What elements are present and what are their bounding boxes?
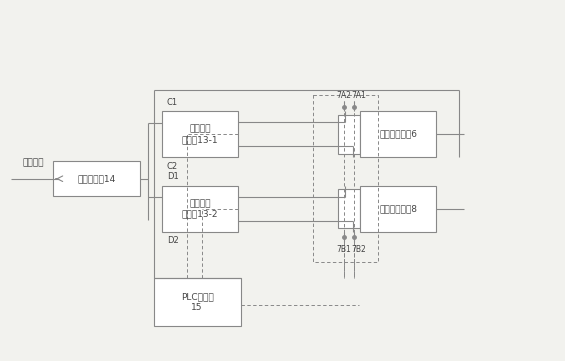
Text: 第一电磁
换向阀13-1: 第一电磁 换向阀13-1 (182, 125, 218, 144)
Text: 压缩空气: 压缩空气 (23, 158, 44, 167)
Text: 第一执行气缸6: 第一执行气缸6 (379, 130, 417, 139)
Bar (154, 278, 241, 326)
Text: D2: D2 (167, 236, 179, 245)
Bar (162, 111, 238, 157)
Text: C2: C2 (167, 162, 178, 171)
Text: 气动三元件14: 气动三元件14 (77, 174, 116, 183)
Bar (338, 115, 360, 154)
Bar (338, 190, 360, 229)
Text: 7B1: 7B1 (336, 245, 351, 253)
Bar (53, 161, 140, 196)
Bar (360, 111, 436, 157)
Bar (360, 186, 436, 232)
Text: 第二执行气缸8: 第二执行气缸8 (379, 204, 417, 213)
Text: 7A2: 7A2 (336, 91, 351, 100)
Text: 7A1: 7A1 (351, 91, 366, 100)
Text: C1: C1 (167, 98, 178, 107)
Text: 7B2: 7B2 (351, 245, 366, 253)
Bar (162, 186, 238, 232)
Text: D1: D1 (167, 173, 179, 182)
Text: 第二电磁
换向阀13-2: 第二电磁 换向阀13-2 (182, 199, 218, 219)
Text: PLC控制器
15: PLC控制器 15 (181, 292, 214, 312)
